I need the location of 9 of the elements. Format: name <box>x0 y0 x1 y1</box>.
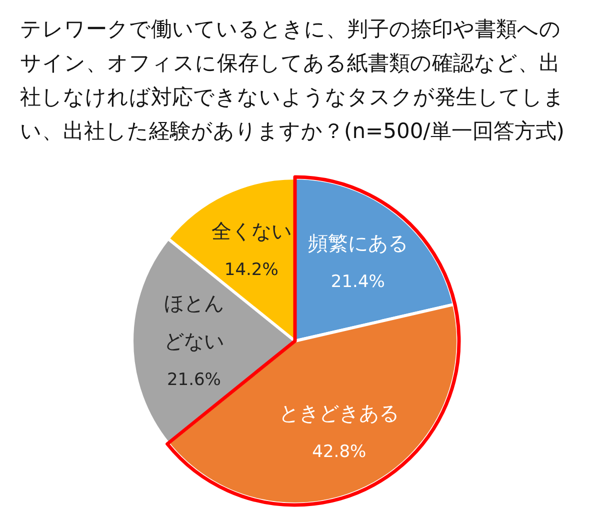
slice-label: 頻繁にある <box>308 230 408 255</box>
slice-label: ほとんどない <box>164 291 224 353</box>
data-label: 21.4% <box>330 272 385 292</box>
data-label: 42.8% <box>312 442 366 462</box>
chart-title: テレワークで働いているときに、判子の捺印や書類へのサイン、オフィスに保存してある紙書類の確認など、出社しなければ対応できないようなタスクが発生してしまい、出社した経験がありますか？(n=500/単一回答方式) <box>20 17 565 143</box>
data-label: 14.2% <box>224 260 278 280</box>
slice-label: 全くない <box>211 218 292 243</box>
slice-label: ときどきある <box>279 400 400 425</box>
data-label: 21.6% <box>166 370 221 390</box>
